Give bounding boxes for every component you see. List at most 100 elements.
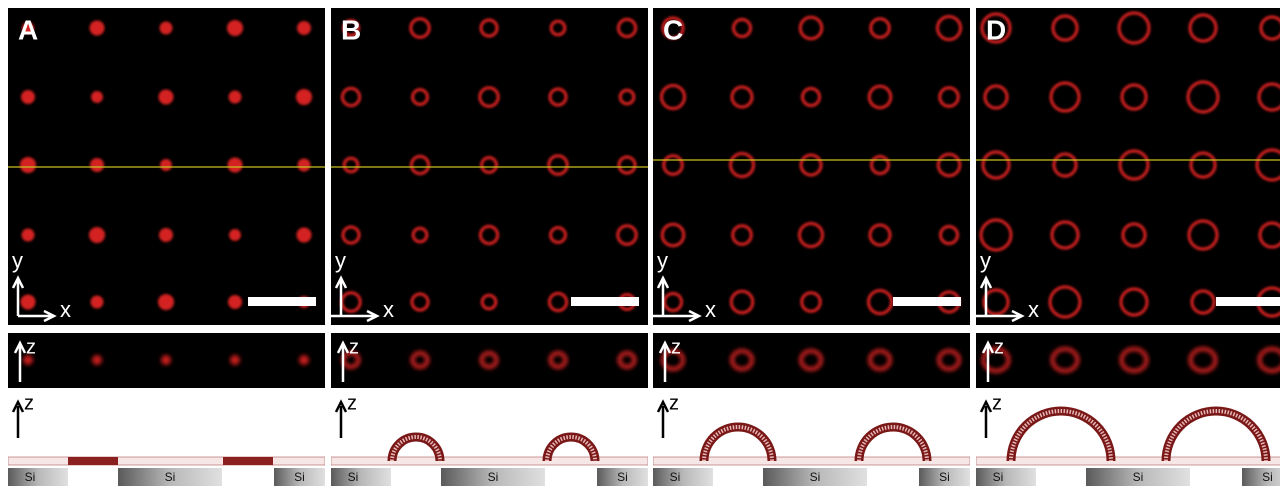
diagram-axis-label: z bbox=[24, 392, 34, 414]
axis-label-x: x bbox=[60, 297, 71, 322]
scale-bar bbox=[248, 297, 316, 306]
fluorescent-ring bbox=[938, 86, 960, 108]
axis-arrows bbox=[653, 275, 702, 323]
fluorescent-spot bbox=[157, 293, 175, 311]
silicon-block bbox=[441, 468, 545, 486]
fluorescent-ring bbox=[548, 87, 568, 107]
diagram-axis-arrow bbox=[979, 399, 993, 438]
xz-section bbox=[230, 355, 240, 365]
xz-section bbox=[981, 347, 1011, 373]
panel-label: C bbox=[663, 14, 683, 45]
panel: By x z z Si Si Si bbox=[331, 8, 648, 486]
membrane-dome-core bbox=[1164, 409, 1268, 462]
diagram-axis-label: z bbox=[669, 392, 679, 414]
xz-section bbox=[1119, 347, 1149, 373]
xz-axis-arrow bbox=[981, 340, 995, 382]
silicon-block bbox=[653, 468, 713, 486]
xz-axis-label: z bbox=[671, 336, 681, 358]
fluorescent-spot bbox=[88, 226, 106, 244]
xz-section bbox=[479, 351, 499, 369]
silicon-block bbox=[1242, 468, 1280, 486]
fluorescent-ring bbox=[478, 224, 500, 246]
panel: Dy x z z Si Si Si bbox=[976, 8, 1280, 486]
fluorescent-ring bbox=[1121, 222, 1147, 248]
xz-axis-arrow bbox=[13, 340, 27, 382]
silicon-block bbox=[118, 468, 222, 486]
fluorescent-spot bbox=[229, 229, 241, 241]
fluorescent-spot bbox=[90, 295, 104, 309]
fluorescent-ring bbox=[800, 291, 822, 313]
fluorescent-ring bbox=[1048, 285, 1082, 319]
fluorescent-ring bbox=[618, 88, 636, 106]
fluorescent-spot bbox=[20, 294, 36, 310]
membrane-segment bbox=[68, 457, 118, 465]
fluorescent-ring bbox=[1117, 11, 1151, 45]
diagram-axis-label: z bbox=[347, 392, 357, 414]
fluorescent-spot bbox=[22, 22, 34, 34]
fluorescent-ring bbox=[342, 19, 360, 37]
fluorescent-ring bbox=[1255, 148, 1280, 182]
silicon-block bbox=[919, 468, 970, 486]
xz-axis-label: z bbox=[349, 336, 359, 358]
xz-section bbox=[937, 349, 961, 371]
substrate-label: Si bbox=[294, 470, 305, 484]
xz-section bbox=[161, 355, 171, 365]
axis-label-y: y bbox=[657, 248, 668, 273]
xz-section bbox=[23, 355, 33, 365]
substrate-label: Si bbox=[1262, 470, 1273, 484]
membrane-dome-core bbox=[1009, 409, 1113, 462]
membrane-dome bbox=[1006, 406, 1116, 462]
silicon-block bbox=[331, 468, 391, 486]
panel: Ay x z z Si Si Si bbox=[8, 8, 325, 486]
membrane bbox=[976, 456, 1280, 466]
xz-section bbox=[410, 351, 430, 369]
membrane bbox=[331, 456, 648, 466]
fluorescent-ring bbox=[1187, 219, 1219, 251]
fluorescent-ring bbox=[479, 18, 499, 38]
fluorescent-ring bbox=[799, 153, 823, 177]
substrate-label: Si bbox=[348, 470, 359, 484]
membrane bbox=[653, 456, 970, 466]
fluorescent-ring bbox=[547, 154, 569, 176]
membrane-dome-core bbox=[545, 435, 597, 462]
axis-arrows bbox=[976, 275, 1025, 323]
fluorescent-spot bbox=[297, 21, 311, 35]
substrate-label: Si bbox=[617, 470, 628, 484]
scale-bar bbox=[1216, 297, 1280, 306]
substrate-label: Si bbox=[488, 470, 499, 484]
xz-section bbox=[799, 349, 823, 371]
membrane-dome bbox=[699, 422, 777, 462]
scale-bar bbox=[571, 297, 639, 306]
panel-label: D bbox=[986, 14, 1006, 45]
fluorescent-spot bbox=[90, 158, 104, 172]
axis-label-y: y bbox=[335, 248, 346, 273]
fluorescent-spot bbox=[21, 228, 35, 242]
membrane-dome-core bbox=[390, 435, 442, 462]
substrate-label: Si bbox=[165, 470, 176, 484]
fluorescent-ring bbox=[798, 15, 824, 41]
fluorescent-ring bbox=[798, 222, 824, 248]
fluorescent-ring bbox=[732, 18, 752, 38]
fluorescent-ring bbox=[410, 292, 430, 312]
fluorescent-ring bbox=[661, 16, 685, 40]
fluorescent-spot bbox=[158, 89, 174, 105]
fluorescent-ring bbox=[660, 222, 686, 248]
panel: Cy x z z Si Si Si bbox=[653, 8, 970, 486]
fluorescent-ring bbox=[1050, 220, 1080, 250]
silicon-block bbox=[597, 468, 648, 486]
fluorescent-spot bbox=[21, 90, 35, 104]
substrate-label: Si bbox=[670, 470, 681, 484]
fluorescent-ring bbox=[867, 84, 893, 110]
fluorescent-spot bbox=[19, 156, 37, 174]
fluorescent-ring bbox=[547, 291, 569, 313]
fluorescent-ring bbox=[983, 84, 1009, 110]
fluorescent-ring bbox=[616, 224, 638, 246]
panel-label: B bbox=[341, 14, 361, 45]
fluorescent-ring bbox=[870, 155, 890, 175]
xz-axis-arrow bbox=[658, 340, 672, 382]
membrane-dome bbox=[854, 422, 932, 462]
diagram-axis-arrow bbox=[334, 399, 348, 438]
fluorescent-ring bbox=[478, 86, 500, 108]
fluorescent-ring bbox=[480, 293, 498, 311]
substrate-label: Si bbox=[939, 470, 950, 484]
